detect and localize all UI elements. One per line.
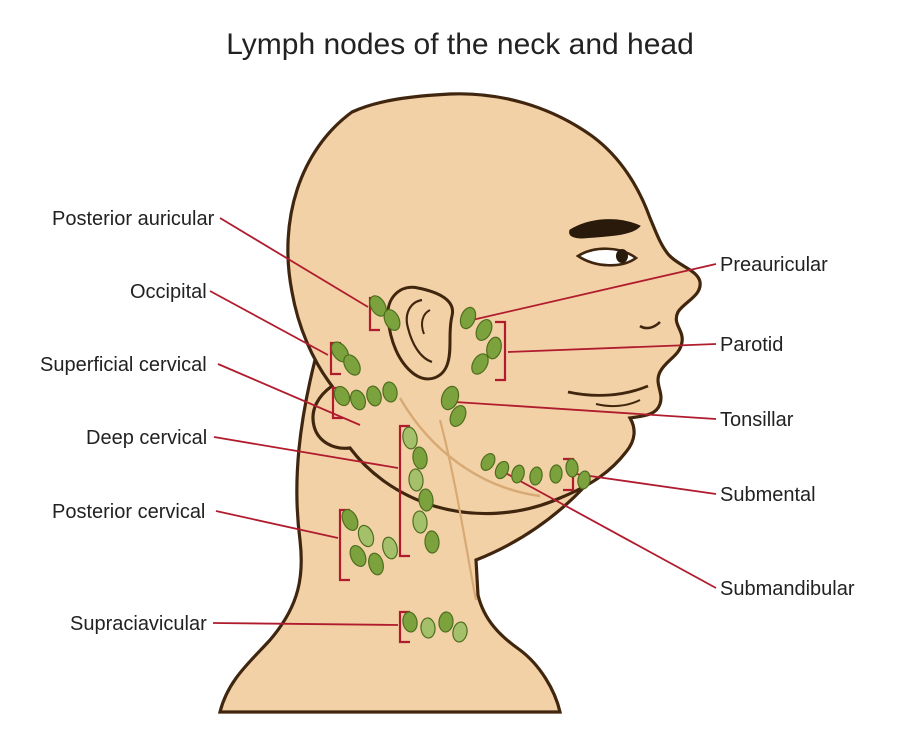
diagram-canvas: Lymph nodes of the neck and head Posteri… bbox=[0, 0, 920, 756]
label-supraciavicular: Supraciavicular bbox=[70, 613, 207, 636]
leader-line bbox=[576, 474, 716, 494]
label-parotid: Parotid bbox=[720, 334, 783, 357]
lymph-node bbox=[424, 531, 439, 554]
label-tonsillar: Tonsillar bbox=[720, 409, 793, 432]
head-illustration bbox=[0, 0, 920, 756]
label-preauricular: Preauricular bbox=[720, 254, 828, 277]
label-superficial-cervical: Superficial cervical bbox=[40, 354, 207, 377]
label-posterior-cervical: Posterior cervical bbox=[52, 501, 205, 524]
label-posterior-auricular: Posterior auricular bbox=[52, 208, 214, 231]
label-deep-cervical: Deep cervical bbox=[86, 427, 207, 450]
label-submental: Submental bbox=[720, 484, 816, 507]
label-submandibular: Submandibular bbox=[720, 578, 855, 601]
label-occipital: Occipital bbox=[130, 281, 207, 304]
